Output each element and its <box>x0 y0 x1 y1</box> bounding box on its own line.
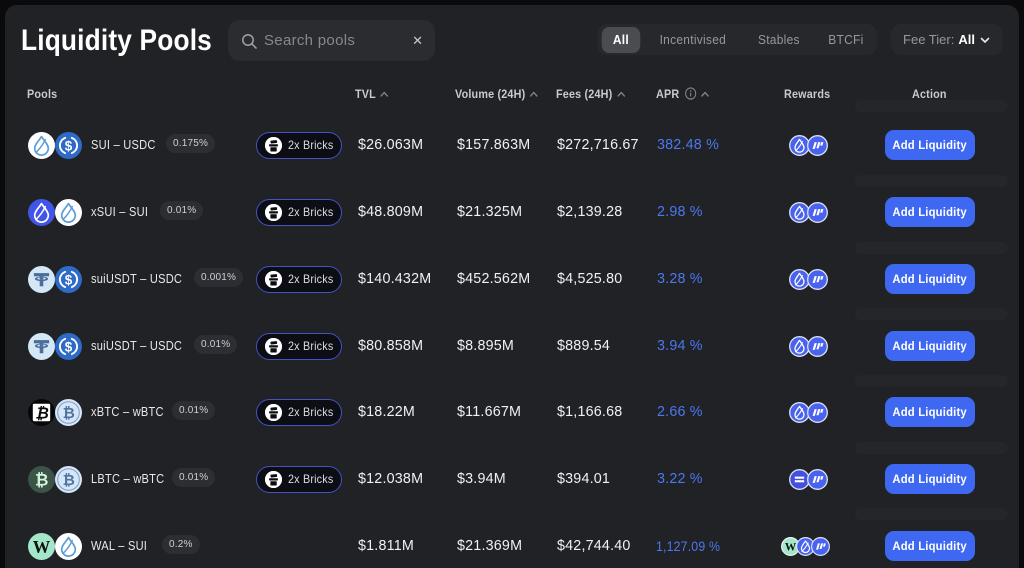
svg-text:₿: ₿ <box>35 471 48 489</box>
svg-text:W: W <box>33 536 51 556</box>
svg-text:$: $ <box>65 138 73 153</box>
svg-text:$: $ <box>65 272 73 287</box>
svg-text:₿: ₿ <box>63 405 75 422</box>
svg-text:₿: ₿ <box>63 472 75 489</box>
svg-text:₿: ₿ <box>35 405 49 422</box>
svg-text:W: W <box>785 541 797 553</box>
svg-text:$: $ <box>65 339 73 354</box>
